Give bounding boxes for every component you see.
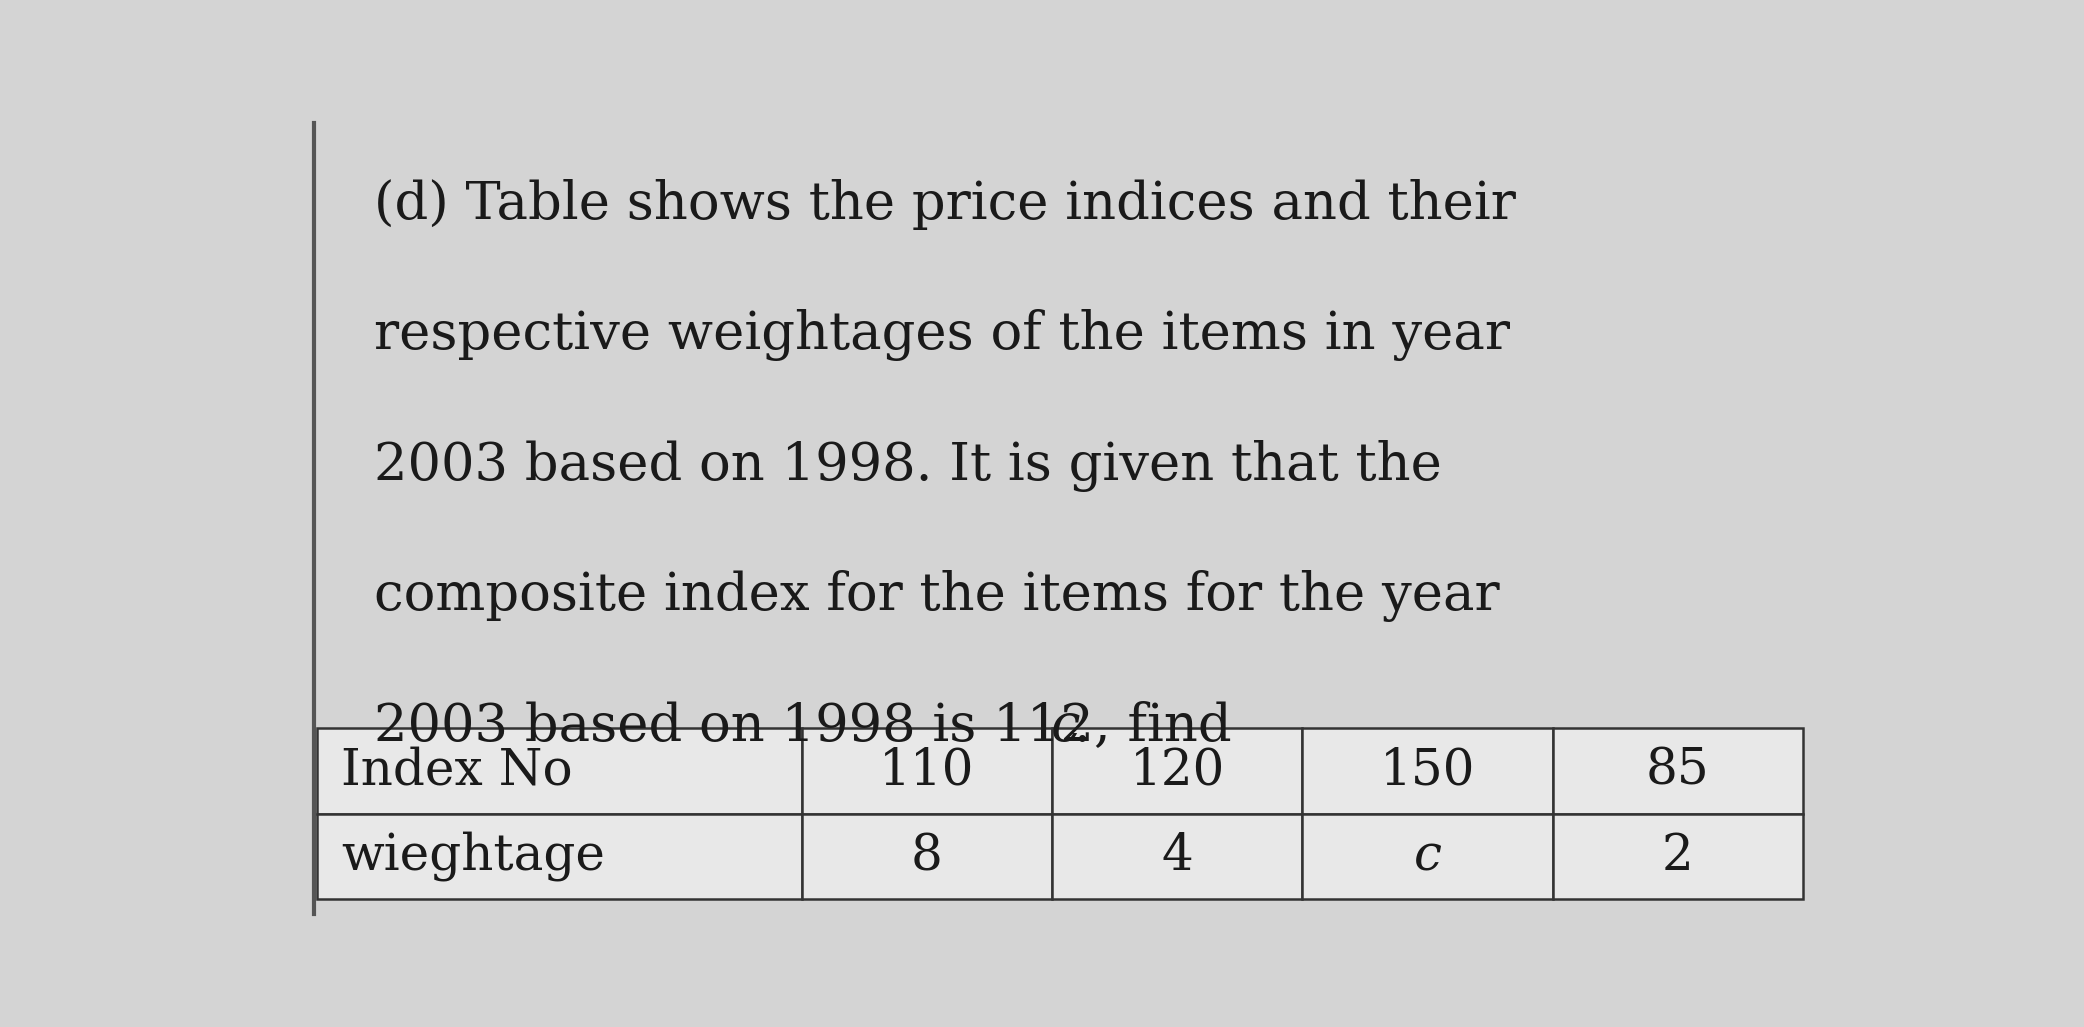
Bar xyxy=(317,813,802,899)
Bar xyxy=(1052,813,1302,899)
Bar xyxy=(1553,813,1803,899)
Text: 8: 8 xyxy=(911,832,942,881)
Bar xyxy=(1052,728,1302,813)
Text: c: c xyxy=(1413,832,1442,881)
Bar xyxy=(317,728,802,813)
Text: .: . xyxy=(1073,700,1090,752)
Bar xyxy=(802,813,1052,899)
Text: c: c xyxy=(1050,700,1082,752)
Text: respective weightages of the items in year: respective weightages of the items in ye… xyxy=(373,309,1509,362)
Bar xyxy=(802,728,1052,813)
Text: 2003 based on 1998 is 112, find: 2003 based on 1998 is 112, find xyxy=(373,700,1248,752)
Text: (d) Table shows the price indices and their: (d) Table shows the price indices and th… xyxy=(373,179,1515,230)
Bar xyxy=(1302,813,1553,899)
Text: c: c xyxy=(1050,700,1082,752)
Text: Index No: Index No xyxy=(342,747,573,796)
Text: 85: 85 xyxy=(1646,747,1709,796)
Text: 2003 based on 1998 is 112, find: 2003 based on 1998 is 112, find xyxy=(373,700,1248,752)
Text: 2003 based on 1998. It is given that the: 2003 based on 1998. It is given that the xyxy=(373,440,1442,492)
Text: 4: 4 xyxy=(1161,832,1192,881)
Bar xyxy=(1302,728,1553,813)
Text: 110: 110 xyxy=(879,747,975,796)
Text: composite index for the items for the year: composite index for the items for the ye… xyxy=(373,570,1498,622)
Text: 150: 150 xyxy=(1380,747,1475,796)
Bar xyxy=(1553,728,1803,813)
Text: 120: 120 xyxy=(1130,747,1225,796)
Text: 2: 2 xyxy=(1661,832,1694,881)
Text: wieghtage: wieghtage xyxy=(342,831,604,881)
